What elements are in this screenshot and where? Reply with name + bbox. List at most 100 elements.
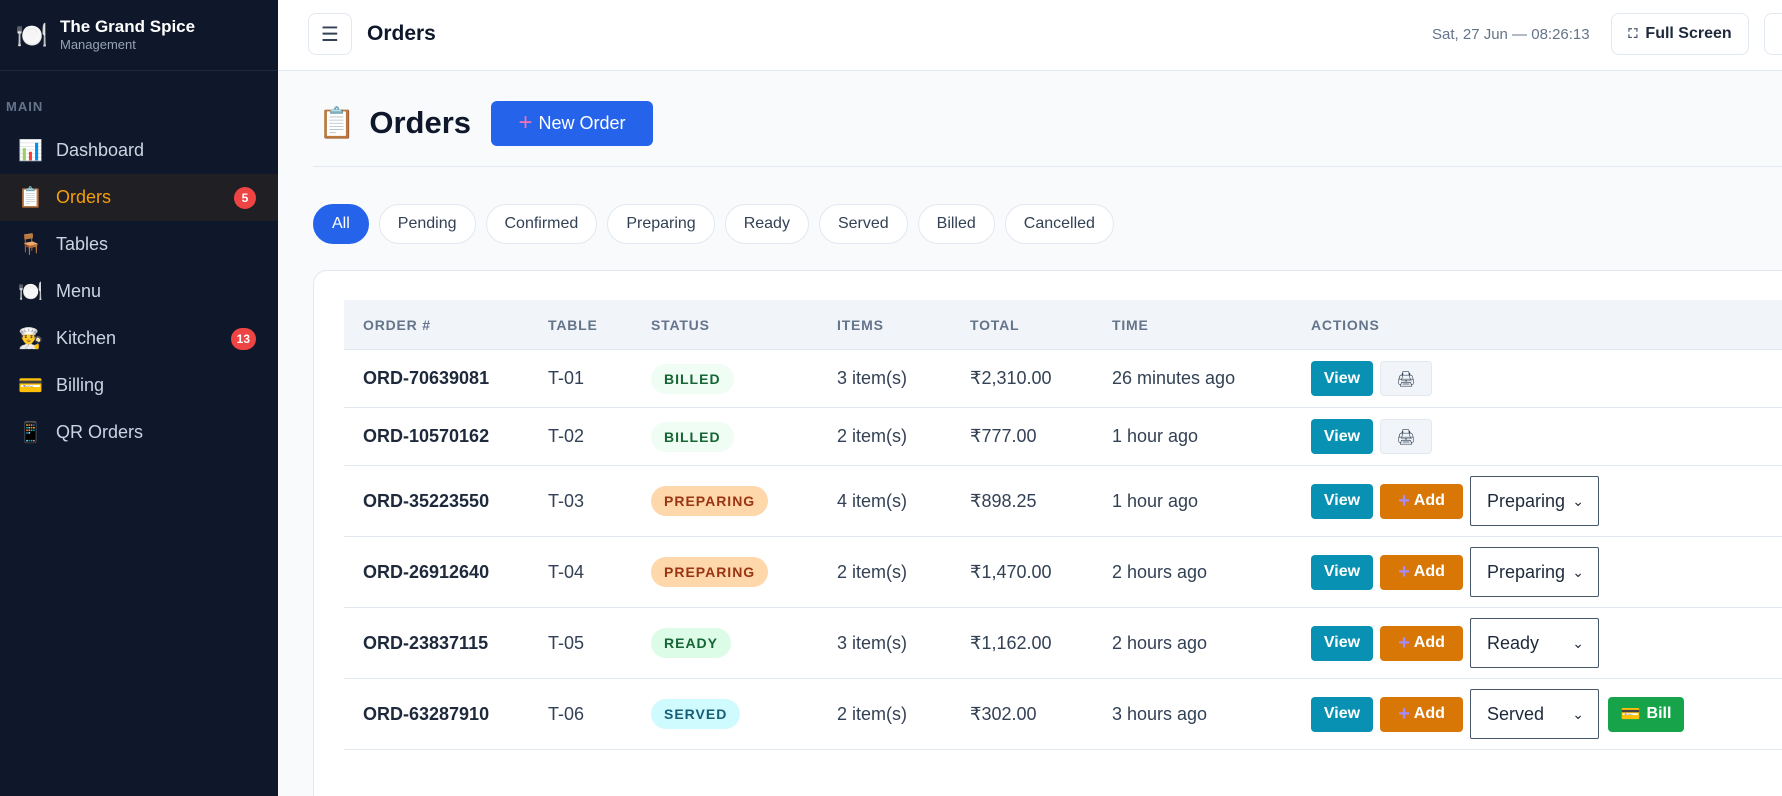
plate-icon: 🍽️ [18, 281, 43, 303]
table-row: ORD-26912640 T-04 PREPARING 2 item(s) ₹1,470… [344, 537, 1782, 608]
count-badge: 5 [234, 186, 256, 209]
table-row: ORD-70639081 T-01 BILLED 3 item(s) ₹2,310.00… [344, 350, 1782, 408]
item-count: 4 item(s) [837, 490, 908, 511]
sidebar-item-orders[interactable]: 📋 Orders 5 [0, 174, 278, 221]
filter-billed[interactable]: Billed [917, 204, 995, 244]
view-button[interactable]: View [1311, 361, 1373, 396]
order-number: ORD-63287910 [363, 703, 490, 724]
add-items-button[interactable]: + Add [1380, 554, 1463, 590]
chair-icon: 🪑 [18, 234, 43, 256]
view-button[interactable]: View [1311, 483, 1373, 519]
table-row: ORD-23837115 T-05 READY 3 item(s) ₹1,162.00 2… [344, 608, 1782, 679]
order-total: ₹1,470.00 [970, 561, 1052, 582]
plus-icon: + [1398, 632, 1410, 654]
sidebar-item-kitchen[interactable]: 👨‍🍳 Kitchen 13 [0, 315, 278, 362]
status-select[interactable]: Preparing ⌄ [1470, 476, 1599, 526]
status-cell: BILLED [651, 363, 837, 394]
fullscreen-button[interactable]: ⛶ Full Screen [1611, 13, 1749, 55]
chevron-down-icon: ⌄ [1572, 705, 1584, 722]
view-button[interactable]: View [1311, 419, 1373, 454]
view-button[interactable]: View [1311, 554, 1373, 590]
hamburger-icon: ☰ [321, 23, 339, 46]
order-time: 2 hours ago [1112, 632, 1208, 653]
fullscreen-label: Full Screen [1645, 25, 1732, 42]
divider [313, 166, 1782, 167]
new-order-button[interactable]: + New Order [491, 100, 654, 146]
print-button[interactable]: 🖨 [1380, 361, 1432, 396]
status-badge: READY [651, 628, 732, 658]
add-items-button[interactable]: + Add [1380, 625, 1463, 661]
table-number: T-05 [548, 632, 585, 653]
table-number: T-06 [548, 703, 585, 724]
col-time: TIME [1112, 316, 1149, 333]
status-select[interactable]: Preparing ⌄ [1470, 547, 1599, 597]
brand[interactable]: 🍽️ The Grand Spice Management [0, 0, 278, 71]
status-badge: BILLED [651, 421, 734, 452]
status-select[interactable]: Ready ⌄ [1470, 618, 1599, 668]
plus-icon: + [518, 109, 533, 136]
sidebar-item-menu[interactable]: 🍽️ Menu [0, 268, 278, 315]
view-button[interactable]: View [1311, 625, 1373, 661]
item-count: 2 item(s) [837, 703, 908, 724]
col-actions: ACTIONS [1311, 316, 1380, 333]
bill-button[interactable]: 💳 Bill [1608, 696, 1684, 732]
add-items-button[interactable]: + Add [1380, 696, 1463, 732]
status-badge: SERVED [651, 699, 741, 729]
sidebar-item-dashboard[interactable]: 📊 Dashboard [0, 127, 278, 174]
menu-toggle-button[interactable]: ☰ [308, 13, 352, 55]
page-header: 📋 Orders + New Order [318, 100, 654, 146]
brand-subtitle: Management [60, 37, 136, 52]
print-button[interactable]: 🖨 [1380, 419, 1432, 454]
sidebar-item-tables[interactable]: 🪑 Tables [0, 221, 278, 268]
add-items-button[interactable]: + Add [1380, 483, 1463, 519]
clipboard-icon: 📋 [18, 187, 43, 209]
orders-card: ORDER # TABLE STATUS ITEMS TOTAL TIME AC… [313, 270, 1782, 796]
table-number: T-01 [548, 368, 585, 388]
filter-ready[interactable]: Ready [724, 204, 809, 244]
table-number: T-02 [548, 426, 585, 446]
sidebar-item-label: Menu [56, 281, 102, 301]
col-order-number: ORDER # [363, 316, 431, 333]
view-button[interactable]: View [1311, 696, 1373, 732]
add-label: Add [1413, 492, 1445, 509]
add-label: Add [1413, 634, 1445, 651]
status-badge: PREPARING [651, 486, 769, 516]
actions-cell: View 🖨 [1311, 419, 1782, 454]
sidebar-item-label: QR Orders [56, 422, 144, 442]
order-total: ₹777.00 [970, 426, 1037, 446]
clipboard-icon: 📋 [318, 106, 356, 140]
order-time: 1 hour ago [1112, 426, 1199, 446]
filter-preparing[interactable]: Preparing [607, 204, 715, 244]
sidebar-item-label: Dashboard [56, 140, 145, 160]
filter-pending[interactable]: Pending [378, 204, 476, 244]
sidebar-item-qr-orders[interactable]: 📱 QR Orders [0, 409, 278, 456]
filter-all[interactable]: All [313, 204, 369, 244]
status-cell: READY [651, 628, 837, 658]
order-time: 1 hour ago [1112, 490, 1199, 511]
order-number: ORD-70639081 [363, 368, 490, 388]
sidebar-item-billing[interactable]: 💳 Billing [0, 362, 278, 409]
status-cell: SERVED [651, 699, 837, 729]
status-select[interactable]: Served ⌄ [1470, 689, 1599, 739]
filter-confirmed[interactable]: Confirmed [485, 204, 598, 244]
item-count: 3 item(s) [837, 368, 908, 388]
order-total: ₹2,310.00 [970, 368, 1052, 388]
sidebar-item-label: Tables [56, 234, 109, 254]
filter-served[interactable]: Served [818, 204, 908, 244]
item-count: 2 item(s) [837, 426, 908, 446]
plus-icon: + [1398, 561, 1410, 583]
new-order-label: New Order [538, 112, 626, 133]
status-select-value: Preparing [1487, 561, 1566, 582]
status-cell: PREPARING [651, 486, 837, 516]
status-filter-tabs: All Pending Confirmed Preparing Ready Served B… [313, 204, 1114, 244]
filter-cancelled[interactable]: Cancelled [1004, 204, 1114, 244]
plate-icon: 🍽️ [15, 19, 49, 50]
card-icon: 💳 [18, 375, 43, 397]
order-number: ORD-35223550 [363, 490, 490, 511]
order-total: ₹1,162.00 [970, 632, 1052, 653]
user-menu-button[interactable] [1764, 13, 1782, 55]
order-total: ₹898.25 [970, 490, 1037, 511]
col-table: TABLE [548, 316, 598, 333]
topbar: ☰ Orders Sat, 27 Jun — 08:26:13 ⛶ Full S… [278, 0, 1782, 71]
nav-section-label: MAIN [6, 99, 44, 114]
